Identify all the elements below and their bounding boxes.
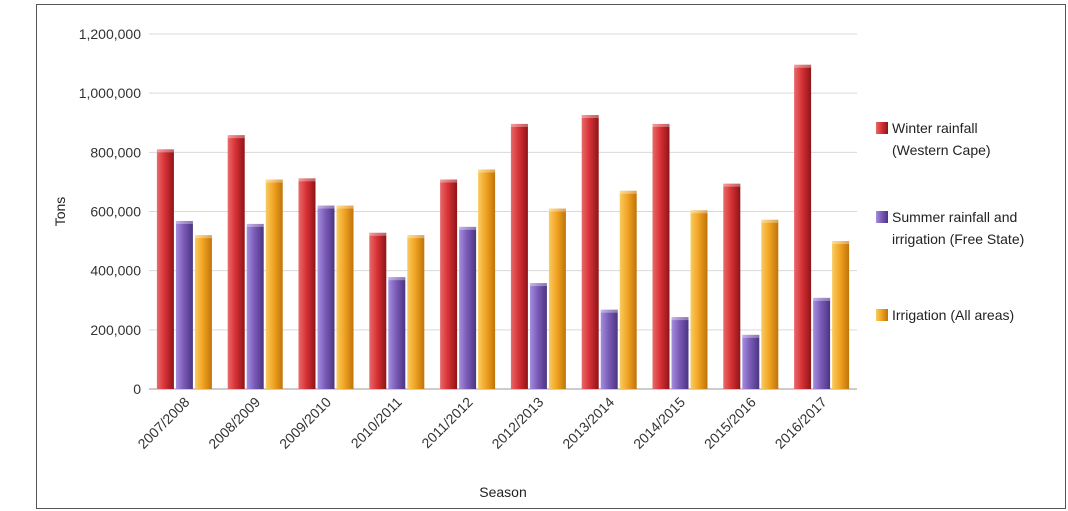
bar-cap [336, 205, 354, 209]
x-tick-label: 2010/2011 [348, 394, 406, 452]
bar-2007-2008-series-2 [194, 235, 212, 389]
bar-2010-2011-series-2 [407, 235, 425, 389]
bar-2007-2008-series-0 [156, 149, 174, 389]
bar-2013-2014-series-0 [581, 115, 599, 389]
bar-2007-2008-series-1 [175, 220, 193, 389]
bar-cap [529, 283, 547, 287]
bar-cap [723, 183, 741, 187]
bar-2011-2012-series-2 [478, 169, 496, 389]
y-axis-ticks: 0 200,000 400,000 600,000 800,000 1,000,000 1,… [79, 26, 142, 397]
bar-cap [690, 210, 708, 214]
bar-cap [317, 205, 335, 209]
bar-cap [156, 149, 174, 153]
bar-cap [194, 235, 212, 239]
x-axis-ticks: 2007/2008 2008/2009 2009/2010 2010/2011 2011… [134, 394, 829, 452]
x-tick-label: 2015/2016 [701, 394, 759, 452]
bar-2011-2012-series-0 [440, 179, 458, 389]
bar-cap [175, 220, 193, 224]
bars [156, 64, 850, 389]
bar-2012-2013-series-0 [510, 123, 528, 389]
bar-2009-2010-series-1 [317, 205, 335, 389]
bar-cap [407, 235, 425, 239]
legend-label: Summer rainfall and [892, 209, 1017, 225]
bar-2008-2009-series-0 [227, 135, 245, 389]
bar-cap [227, 135, 245, 139]
legend-item-series-0: Winter rainfall (Western Cape) [876, 120, 991, 158]
bar-cap [742, 334, 760, 338]
y-tick-label: 0 [133, 381, 141, 397]
y-tick-label: 200,000 [90, 322, 141, 338]
bar-2014-2015-series-1 [671, 317, 689, 389]
bar-cap [369, 232, 387, 236]
bar-2014-2015-series-2 [690, 210, 708, 389]
legend-swatch [876, 122, 888, 134]
y-tick-label: 1,200,000 [79, 26, 141, 42]
x-tick-label: 2008/2009 [205, 394, 263, 452]
bar-2015-2016-series-0 [723, 183, 741, 389]
y-tick-label: 800,000 [90, 144, 141, 160]
bar-cap [478, 169, 496, 173]
y-tick-label: 600,000 [90, 204, 141, 220]
bar-2013-2014-series-1 [600, 309, 618, 389]
bar-cap [548, 208, 566, 212]
bar-2012-2013-series-2 [548, 208, 566, 389]
bar-2009-2010-series-0 [298, 178, 316, 389]
legend-label: Irrigation (All areas) [892, 307, 1014, 323]
bar-2012-2013-series-1 [529, 283, 547, 389]
bar-cap [652, 123, 670, 127]
legend-label: Winter rainfall [892, 120, 978, 136]
x-tick-label: 2014/2015 [630, 394, 688, 452]
bar-2015-2016-series-1 [742, 334, 760, 389]
legend-item-series-1: Summer rainfall and irrigation (Free Stat… [876, 209, 1024, 247]
x-axis-title: Season [479, 484, 526, 500]
bar-2016-2017-series-1 [813, 297, 831, 389]
bar-cap [246, 223, 264, 227]
bar-cap [459, 226, 477, 230]
bar-2008-2009-series-2 [265, 179, 283, 389]
bar-cap [813, 297, 831, 301]
x-tick-label: 2012/2013 [488, 394, 546, 452]
x-tick-label: 2009/2010 [276, 394, 334, 452]
bar-cap [440, 179, 458, 183]
bar-2008-2009-series-1 [246, 223, 264, 389]
x-tick-label: 2011/2012 [418, 394, 476, 452]
bar-cap [265, 179, 283, 183]
bar-cap [510, 123, 528, 127]
y-tick-label: 400,000 [90, 263, 141, 279]
bar-cap [600, 309, 618, 313]
legend: Winter rainfall (Western Cape) Summer rain… [876, 120, 1024, 323]
bar-2010-2011-series-1 [388, 277, 406, 389]
bar-cap [794, 64, 812, 68]
legend-label: irrigation (Free State) [892, 231, 1024, 247]
bar-2009-2010-series-2 [336, 205, 354, 389]
bar-cap [298, 178, 316, 182]
chart-frame: 0 200,000 400,000 600,000 800,000 1,000,000 1,… [36, 4, 1066, 509]
y-axis-title: Tons [52, 197, 68, 227]
bar-2015-2016-series-2 [761, 219, 779, 389]
bar-cap [581, 115, 599, 119]
bar-2016-2017-series-0 [794, 64, 812, 389]
legend-swatch [876, 211, 888, 223]
bar-cap [619, 190, 637, 194]
bar-cap [761, 219, 779, 223]
legend-item-series-2: Irrigation (All areas) [876, 307, 1014, 323]
x-tick-label: 2013/2014 [559, 394, 617, 452]
bar-2011-2012-series-1 [459, 226, 477, 389]
bar-2013-2014-series-2 [619, 190, 637, 389]
bar-cap [671, 317, 689, 321]
bar-chart: 0 200,000 400,000 600,000 800,000 1,000,000 1,… [52, 26, 1024, 500]
x-tick-label: 2007/2008 [134, 394, 192, 452]
bar-cap [832, 241, 850, 245]
bar-2014-2015-series-0 [652, 123, 670, 389]
bar-cap [388, 277, 406, 281]
x-tick-label: 2016/2017 [772, 394, 830, 452]
bar-2016-2017-series-2 [832, 241, 850, 389]
bar-2010-2011-series-0 [369, 232, 387, 389]
legend-swatch [876, 309, 888, 321]
y-tick-label: 1,000,000 [79, 85, 141, 101]
legend-label: (Western Cape) [892, 142, 991, 158]
